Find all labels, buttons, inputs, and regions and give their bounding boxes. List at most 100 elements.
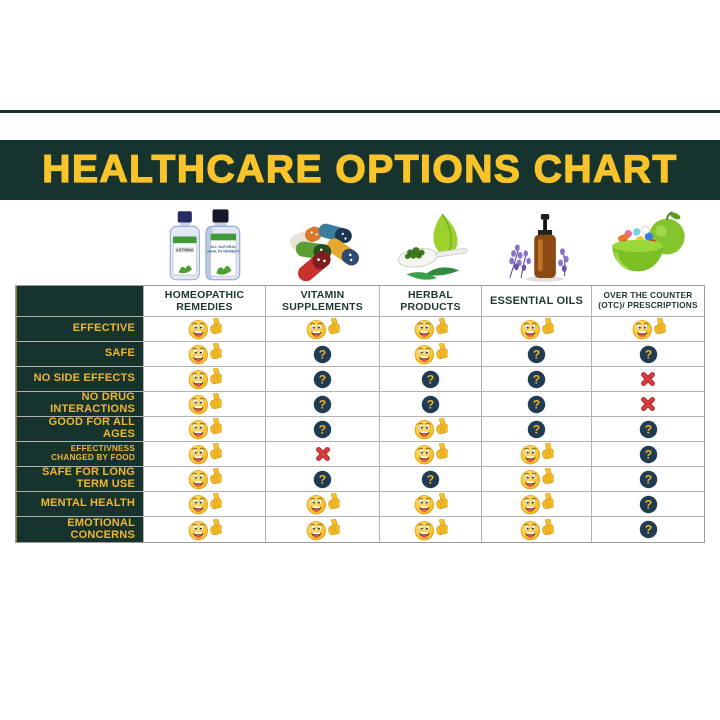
thumbs-up-icon xyxy=(413,318,448,340)
column-header: ESSENTIAL OILS xyxy=(482,286,592,317)
column-header-label: ESSENTIAL OILS xyxy=(489,294,584,307)
thumbs-up-icon xyxy=(305,519,340,541)
table-cell xyxy=(592,342,704,367)
table-cell xyxy=(144,442,266,467)
thumbs-up-icon xyxy=(413,418,448,440)
table-cell xyxy=(482,492,592,517)
column-header: HERBAL PRODUCTS xyxy=(380,286,482,317)
table-cell xyxy=(144,342,266,367)
question-mark-icon xyxy=(639,345,658,364)
table-cell xyxy=(266,367,380,392)
thumbs-up-icon xyxy=(305,493,340,515)
row-label-cell: MENTAL HEALTH xyxy=(16,492,144,517)
table-cell xyxy=(482,317,592,342)
thumbs-up-icon xyxy=(187,343,222,365)
herbal-products-image xyxy=(384,206,478,286)
column-header-label: HOMEOPATHIC REMEDIES xyxy=(164,288,245,313)
table-corner-cell xyxy=(16,286,144,317)
table-cell xyxy=(592,392,704,417)
table-cell xyxy=(266,492,380,517)
table-cell xyxy=(380,367,482,392)
thumbs-up-icon xyxy=(187,393,222,415)
question-mark-icon xyxy=(639,470,658,489)
table-cell xyxy=(380,342,482,367)
table-cell xyxy=(266,442,380,467)
cross-icon xyxy=(639,370,657,388)
thumbs-up-icon xyxy=(631,318,666,340)
column-header: HOMEOPATHIC REMEDIES xyxy=(144,286,266,317)
title-banner: HEALTHCARE OPTIONS CHART xyxy=(0,140,720,200)
table-cell xyxy=(380,492,482,517)
question-mark-icon xyxy=(527,420,546,439)
row-label-cell: SAFE FOR LONG TERM USE xyxy=(16,467,144,492)
table-cell xyxy=(380,317,482,342)
question-mark-icon xyxy=(313,470,332,489)
question-mark-icon xyxy=(313,370,332,389)
row-label-cell: EFFECTIVE xyxy=(16,317,144,342)
table-cell xyxy=(266,467,380,492)
question-mark-icon xyxy=(313,420,332,439)
row-label: GOOD FOR ALL AGES xyxy=(48,417,135,440)
row-label: MENTAL HEALTH xyxy=(40,497,135,510)
thumbs-up-icon xyxy=(187,418,222,440)
table-cell xyxy=(380,442,482,467)
table-cell xyxy=(266,342,380,367)
thumbs-up-icon xyxy=(187,519,222,541)
row-label-cell: EMOTIONAL CONCERNS xyxy=(16,517,144,542)
table-cell xyxy=(482,517,592,542)
question-mark-icon xyxy=(421,470,440,489)
column-header-label: HERBAL PRODUCTS xyxy=(400,288,461,313)
question-mark-icon xyxy=(421,395,440,414)
top-divider-line xyxy=(0,110,720,113)
column-header-label: OVER THE COUNTER (OTC)/ PRESCRIPTIONS xyxy=(598,290,698,310)
table-cell xyxy=(380,417,482,442)
row-label: EFFECTIVNESS CHANGED BY FOOD xyxy=(51,444,135,462)
thumbs-up-icon xyxy=(187,318,222,340)
column-header-label: VITAMIN SUPPLEMENTS xyxy=(282,288,363,313)
thumbs-up-icon xyxy=(187,443,222,465)
question-mark-icon xyxy=(527,395,546,414)
cross-icon xyxy=(314,445,332,463)
thumbs-up-icon xyxy=(413,519,448,541)
thumbs-up-icon xyxy=(413,493,448,515)
thumbs-up-icon xyxy=(519,318,554,340)
row-label: NO DRUG INTERACTIONS xyxy=(50,392,135,415)
question-mark-icon xyxy=(639,495,658,514)
table-cell xyxy=(144,367,266,392)
homeopathic-bottles-image: ASTHMA ALL NATURAL HEALTH REMEDY xyxy=(158,206,252,286)
thumbs-up-icon xyxy=(413,443,448,465)
vitamin-capsules-image xyxy=(277,206,371,286)
thumbs-up-icon xyxy=(519,493,554,515)
table-cell xyxy=(482,367,592,392)
row-label-cell: SAFE xyxy=(16,342,144,367)
question-mark-icon xyxy=(313,395,332,414)
comparison-table: HOMEOPATHIC REMEDIES VITAMIN SUPPLEMENTS H… xyxy=(15,285,705,543)
essential-oil-bottle-image xyxy=(491,206,585,286)
table-cell xyxy=(144,317,266,342)
cross-icon xyxy=(639,395,657,413)
table-cell xyxy=(592,467,704,492)
thumbs-up-icon xyxy=(519,443,554,465)
table-cell xyxy=(144,392,266,417)
table-cell xyxy=(592,492,704,517)
thumbs-up-icon xyxy=(519,519,554,541)
question-mark-icon xyxy=(527,345,546,364)
table-cell xyxy=(592,417,704,442)
svg-text:ASTHMA: ASTHMA xyxy=(176,248,194,253)
table-cell xyxy=(266,517,380,542)
row-label: SAFE xyxy=(104,347,135,360)
table-cell xyxy=(380,467,482,492)
thumbs-up-icon xyxy=(519,468,554,490)
question-mark-icon xyxy=(639,420,658,439)
table-cell xyxy=(592,442,704,467)
svg-text:ALL NATURAL: ALL NATURAL xyxy=(210,245,237,249)
row-label: EMOTIONAL CONCERNS xyxy=(67,517,135,541)
row-label-cell: NO DRUG INTERACTIONS xyxy=(16,392,144,417)
table-cell xyxy=(482,442,592,467)
page-title: HEALTHCARE OPTIONS CHART xyxy=(42,147,678,191)
table-cell xyxy=(266,392,380,417)
question-mark-icon xyxy=(313,345,332,364)
table-cell xyxy=(482,392,592,417)
question-mark-icon xyxy=(421,370,440,389)
